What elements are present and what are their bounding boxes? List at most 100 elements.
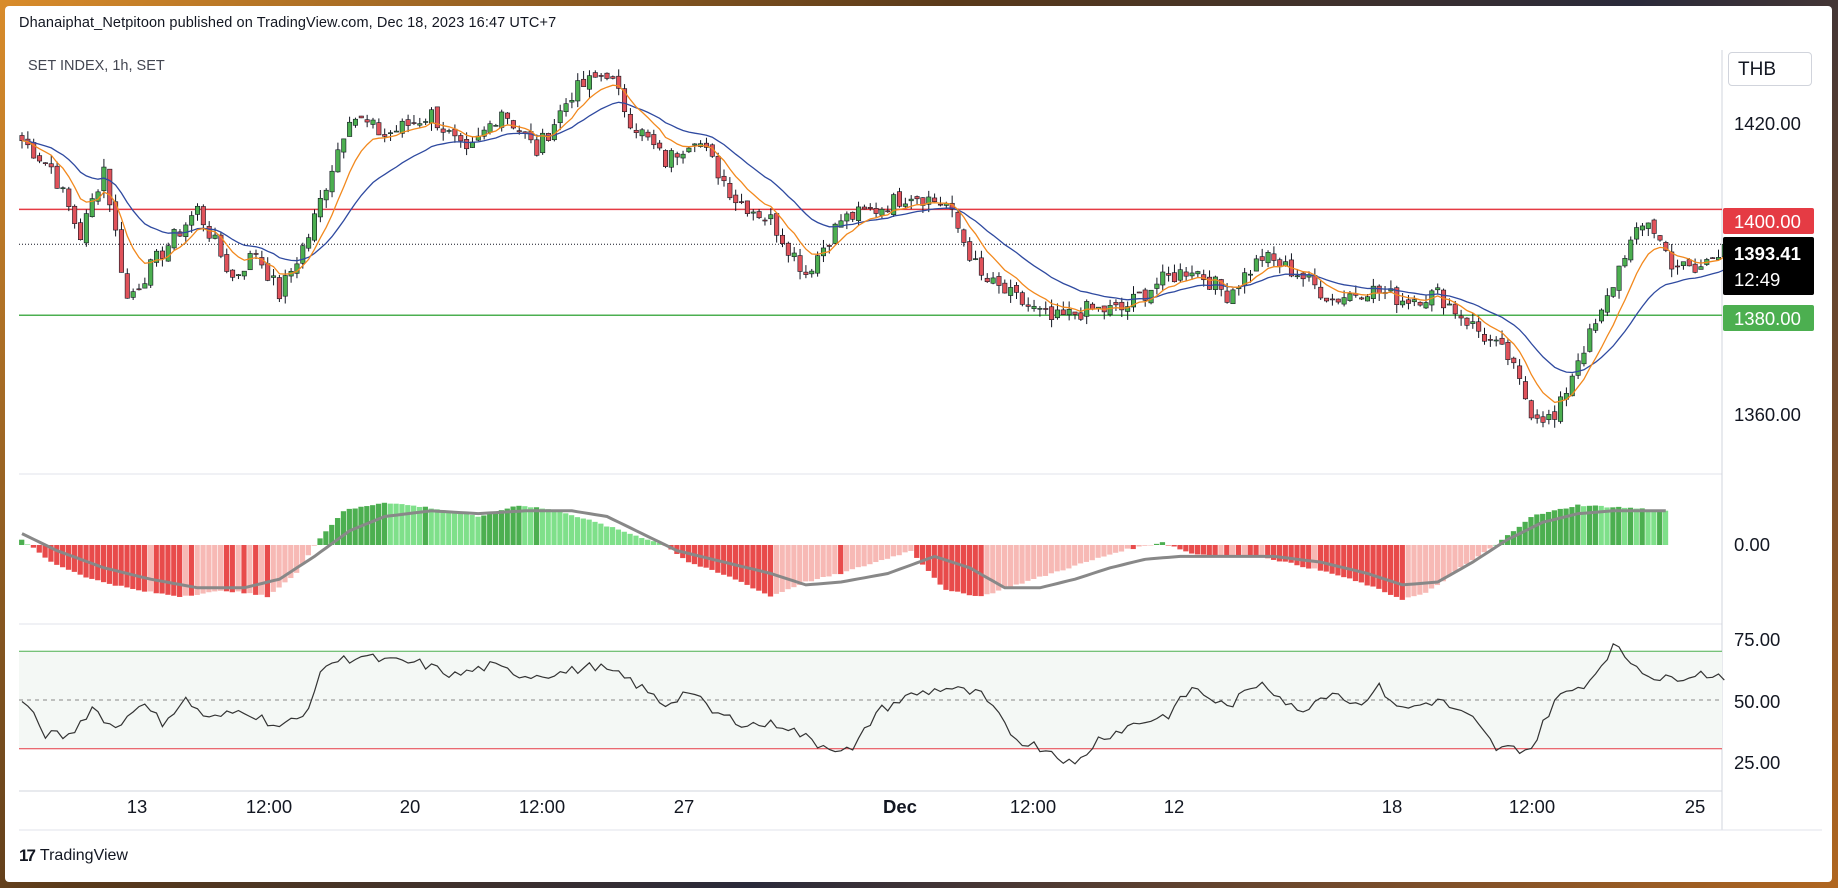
candle[interactable] (1043, 301, 1049, 315)
candle[interactable] (1031, 299, 1037, 312)
candle[interactable] (159, 246, 165, 267)
candle[interactable] (809, 268, 815, 278)
candle[interactable] (54, 161, 60, 189)
candle[interactable] (1587, 323, 1593, 353)
candle[interactable] (1037, 306, 1043, 317)
candle[interactable] (136, 283, 142, 291)
candle[interactable] (1698, 259, 1704, 270)
candle[interactable] (1552, 405, 1558, 428)
candle[interactable] (276, 274, 282, 303)
candle[interactable] (1411, 295, 1417, 307)
candle[interactable] (1312, 268, 1318, 290)
candle[interactable] (1025, 297, 1031, 312)
candle[interactable] (364, 114, 370, 128)
candle[interactable] (1119, 297, 1125, 318)
candle[interactable] (1657, 235, 1663, 242)
candle[interactable] (540, 128, 546, 155)
candle[interactable] (388, 130, 394, 142)
candle[interactable] (674, 151, 680, 166)
candle[interactable] (1370, 278, 1376, 304)
candle[interactable] (1651, 218, 1657, 239)
candle[interactable] (569, 92, 575, 109)
candle[interactable] (434, 106, 440, 131)
tradingview-logo[interactable]: 17 TradingView (19, 846, 128, 866)
candle[interactable] (1663, 240, 1669, 253)
candle[interactable] (967, 237, 973, 262)
candle[interactable] (633, 123, 639, 139)
candle[interactable] (446, 128, 452, 134)
candle[interactable] (1441, 288, 1447, 315)
candle[interactable] (1511, 356, 1517, 369)
candle[interactable] (692, 143, 698, 153)
candle[interactable] (1335, 298, 1341, 305)
candle[interactable] (762, 217, 768, 226)
candle[interactable] (1230, 288, 1236, 305)
candle[interactable] (1300, 271, 1306, 287)
candle[interactable] (130, 288, 136, 300)
candle[interactable] (311, 209, 317, 243)
candle[interactable] (592, 70, 598, 78)
candle[interactable] (1710, 257, 1716, 259)
candle[interactable] (1160, 264, 1166, 292)
candle[interactable] (1569, 373, 1575, 397)
candle[interactable] (662, 149, 668, 169)
candle[interactable] (563, 98, 569, 117)
candle[interactable] (1669, 243, 1675, 278)
candle[interactable] (1680, 261, 1686, 270)
candle[interactable] (1248, 270, 1254, 283)
candle[interactable] (37, 152, 43, 164)
candle[interactable] (89, 193, 95, 218)
candle[interactable] (779, 228, 785, 248)
candle[interactable] (317, 190, 323, 223)
candle[interactable] (1195, 270, 1201, 278)
candle[interactable] (195, 203, 201, 221)
candle[interactable] (616, 69, 622, 96)
candle[interactable] (323, 188, 329, 208)
candle[interactable] (1013, 282, 1019, 300)
candle[interactable] (534, 134, 540, 157)
candle[interactable] (768, 208, 774, 226)
candle[interactable] (423, 118, 429, 126)
candle[interactable] (1692, 258, 1698, 274)
candle[interactable] (1610, 287, 1616, 298)
candle[interactable] (1183, 267, 1189, 281)
candle[interactable] (873, 202, 879, 219)
candle[interactable] (200, 204, 206, 232)
candle[interactable] (1008, 279, 1014, 303)
candle[interactable] (1593, 318, 1599, 334)
candle[interactable] (1271, 246, 1277, 267)
candle[interactable] (896, 187, 902, 208)
candle[interactable] (376, 118, 382, 136)
candle[interactable] (288, 268, 294, 283)
candle[interactable] (1166, 266, 1172, 282)
candle[interactable] (25, 131, 31, 149)
candle[interactable] (1634, 222, 1640, 245)
candle[interactable] (405, 114, 411, 133)
candle[interactable] (838, 214, 844, 228)
candles[interactable] (19, 69, 1727, 428)
candle[interactable] (1546, 409, 1552, 425)
candle[interactable] (1388, 280, 1394, 294)
candle[interactable] (557, 104, 563, 131)
candle[interactable] (1534, 409, 1540, 424)
candle[interactable] (1458, 309, 1464, 326)
currency-button[interactable]: THB (1728, 52, 1812, 86)
candle[interactable] (271, 269, 277, 286)
candle[interactable] (1329, 293, 1335, 306)
candle[interactable] (171, 228, 177, 251)
candle[interactable] (335, 142, 341, 173)
candle[interactable] (867, 203, 873, 211)
candle[interactable] (984, 273, 990, 283)
candle[interactable] (218, 231, 224, 259)
candle[interactable] (1464, 317, 1470, 330)
candle[interactable] (885, 205, 891, 213)
candle[interactable] (604, 72, 610, 81)
candle[interactable] (464, 132, 470, 156)
candle[interactable] (891, 192, 897, 217)
candle[interactable] (990, 272, 996, 285)
candle[interactable] (774, 212, 780, 243)
candle[interactable] (698, 140, 704, 148)
candle[interactable] (856, 201, 862, 226)
candle[interactable] (1482, 327, 1488, 345)
candle[interactable] (1054, 303, 1060, 320)
